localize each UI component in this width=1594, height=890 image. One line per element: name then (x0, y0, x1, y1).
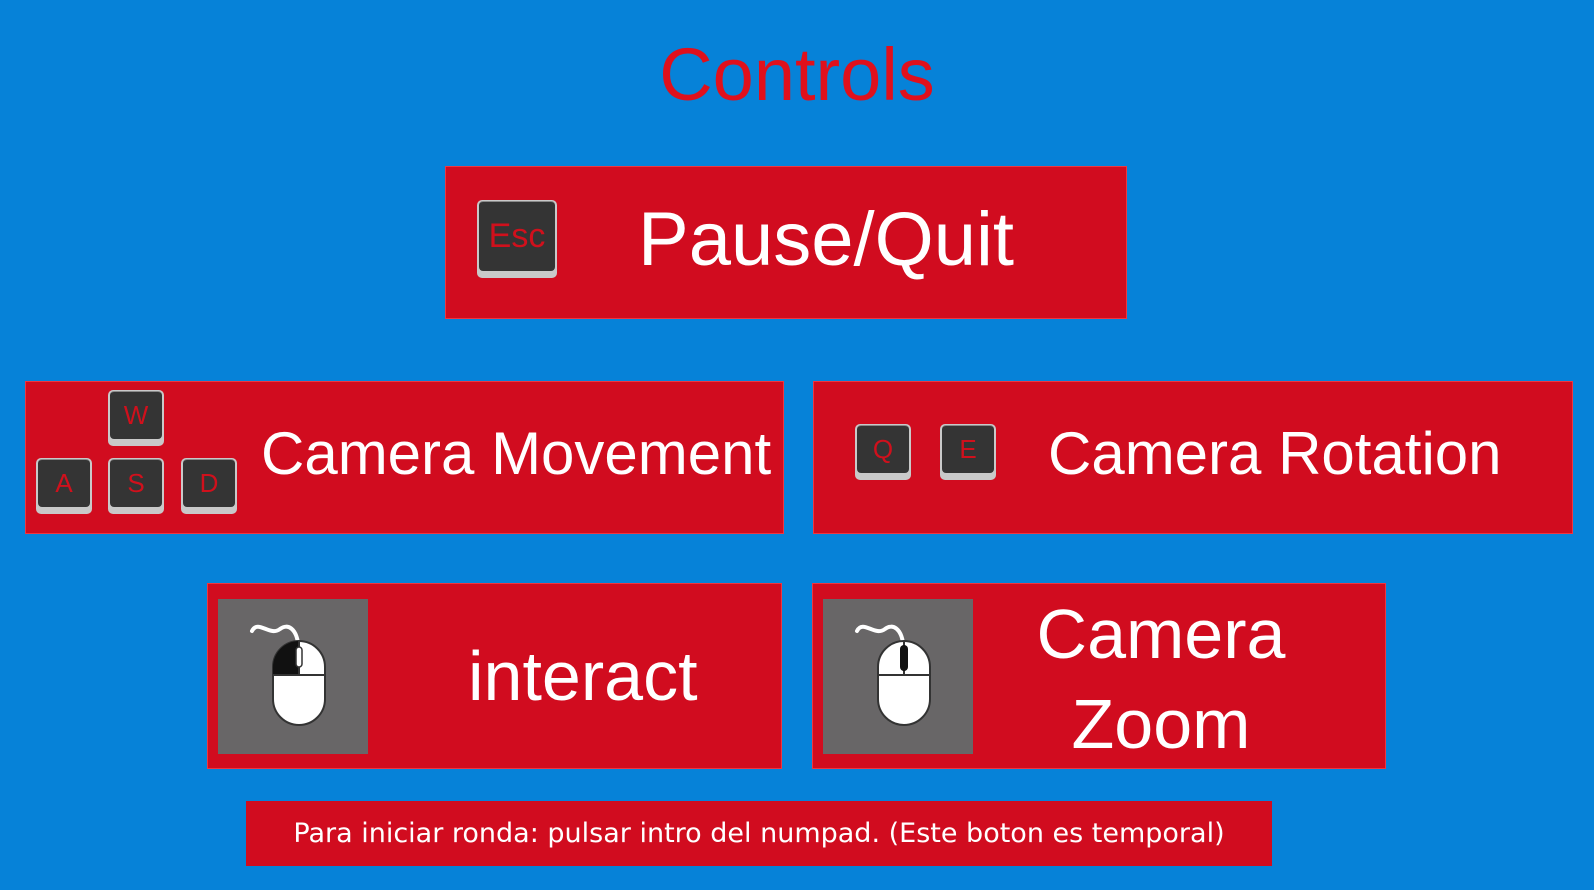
interact-panel: interact (207, 583, 782, 769)
screen-title: Controls (659, 33, 935, 116)
w-key-label: W (123, 399, 149, 430)
pause-quit-label: Pause/Quit (638, 197, 1014, 282)
camera-movement-label: Camera Movement (261, 420, 772, 487)
camera-zoom-label-line1: Camera (1036, 595, 1286, 673)
s-key-icon: S (108, 458, 164, 514)
camera-zoom-panel: Camera Zoom (812, 583, 1386, 769)
d-key-label: D (199, 467, 219, 498)
w-key-icon: W (108, 390, 164, 446)
mouse-scroll-wheel-icon (823, 599, 973, 754)
esc-key-icon: Esc (477, 200, 557, 278)
start-round-hint: Para iniciar ronda: pulsar intro del num… (246, 801, 1272, 866)
camera-movement-panel: W A S D Camera Movement (25, 381, 784, 534)
e-key-label: E (959, 433, 977, 464)
camera-rotation-label: Camera Rotation (1048, 420, 1502, 487)
a-key-label: A (55, 467, 73, 498)
esc-key-label: Esc (488, 216, 546, 255)
a-key-icon: A (36, 458, 92, 514)
interact-label: interact (468, 637, 698, 715)
e-key-icon: E (940, 424, 996, 480)
camera-zoom-label-line2: Zoom (1071, 685, 1251, 763)
q-key-icon: Q (855, 424, 911, 480)
pause-quit-panel: Esc Pause/Quit (445, 166, 1127, 319)
q-key-label: Q (872, 433, 894, 464)
mouse-left-click-icon (218, 599, 368, 754)
s-key-label: S (127, 467, 145, 498)
d-key-icon: D (181, 458, 237, 514)
camera-rotation-panel: Q E Camera Rotation (813, 381, 1573, 534)
